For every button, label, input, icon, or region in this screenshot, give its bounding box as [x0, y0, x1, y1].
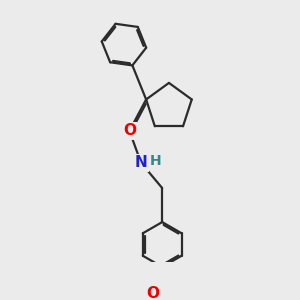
Text: O: O	[146, 286, 159, 300]
Text: O: O	[123, 123, 136, 138]
Text: H: H	[150, 154, 161, 168]
Text: N: N	[135, 155, 147, 170]
